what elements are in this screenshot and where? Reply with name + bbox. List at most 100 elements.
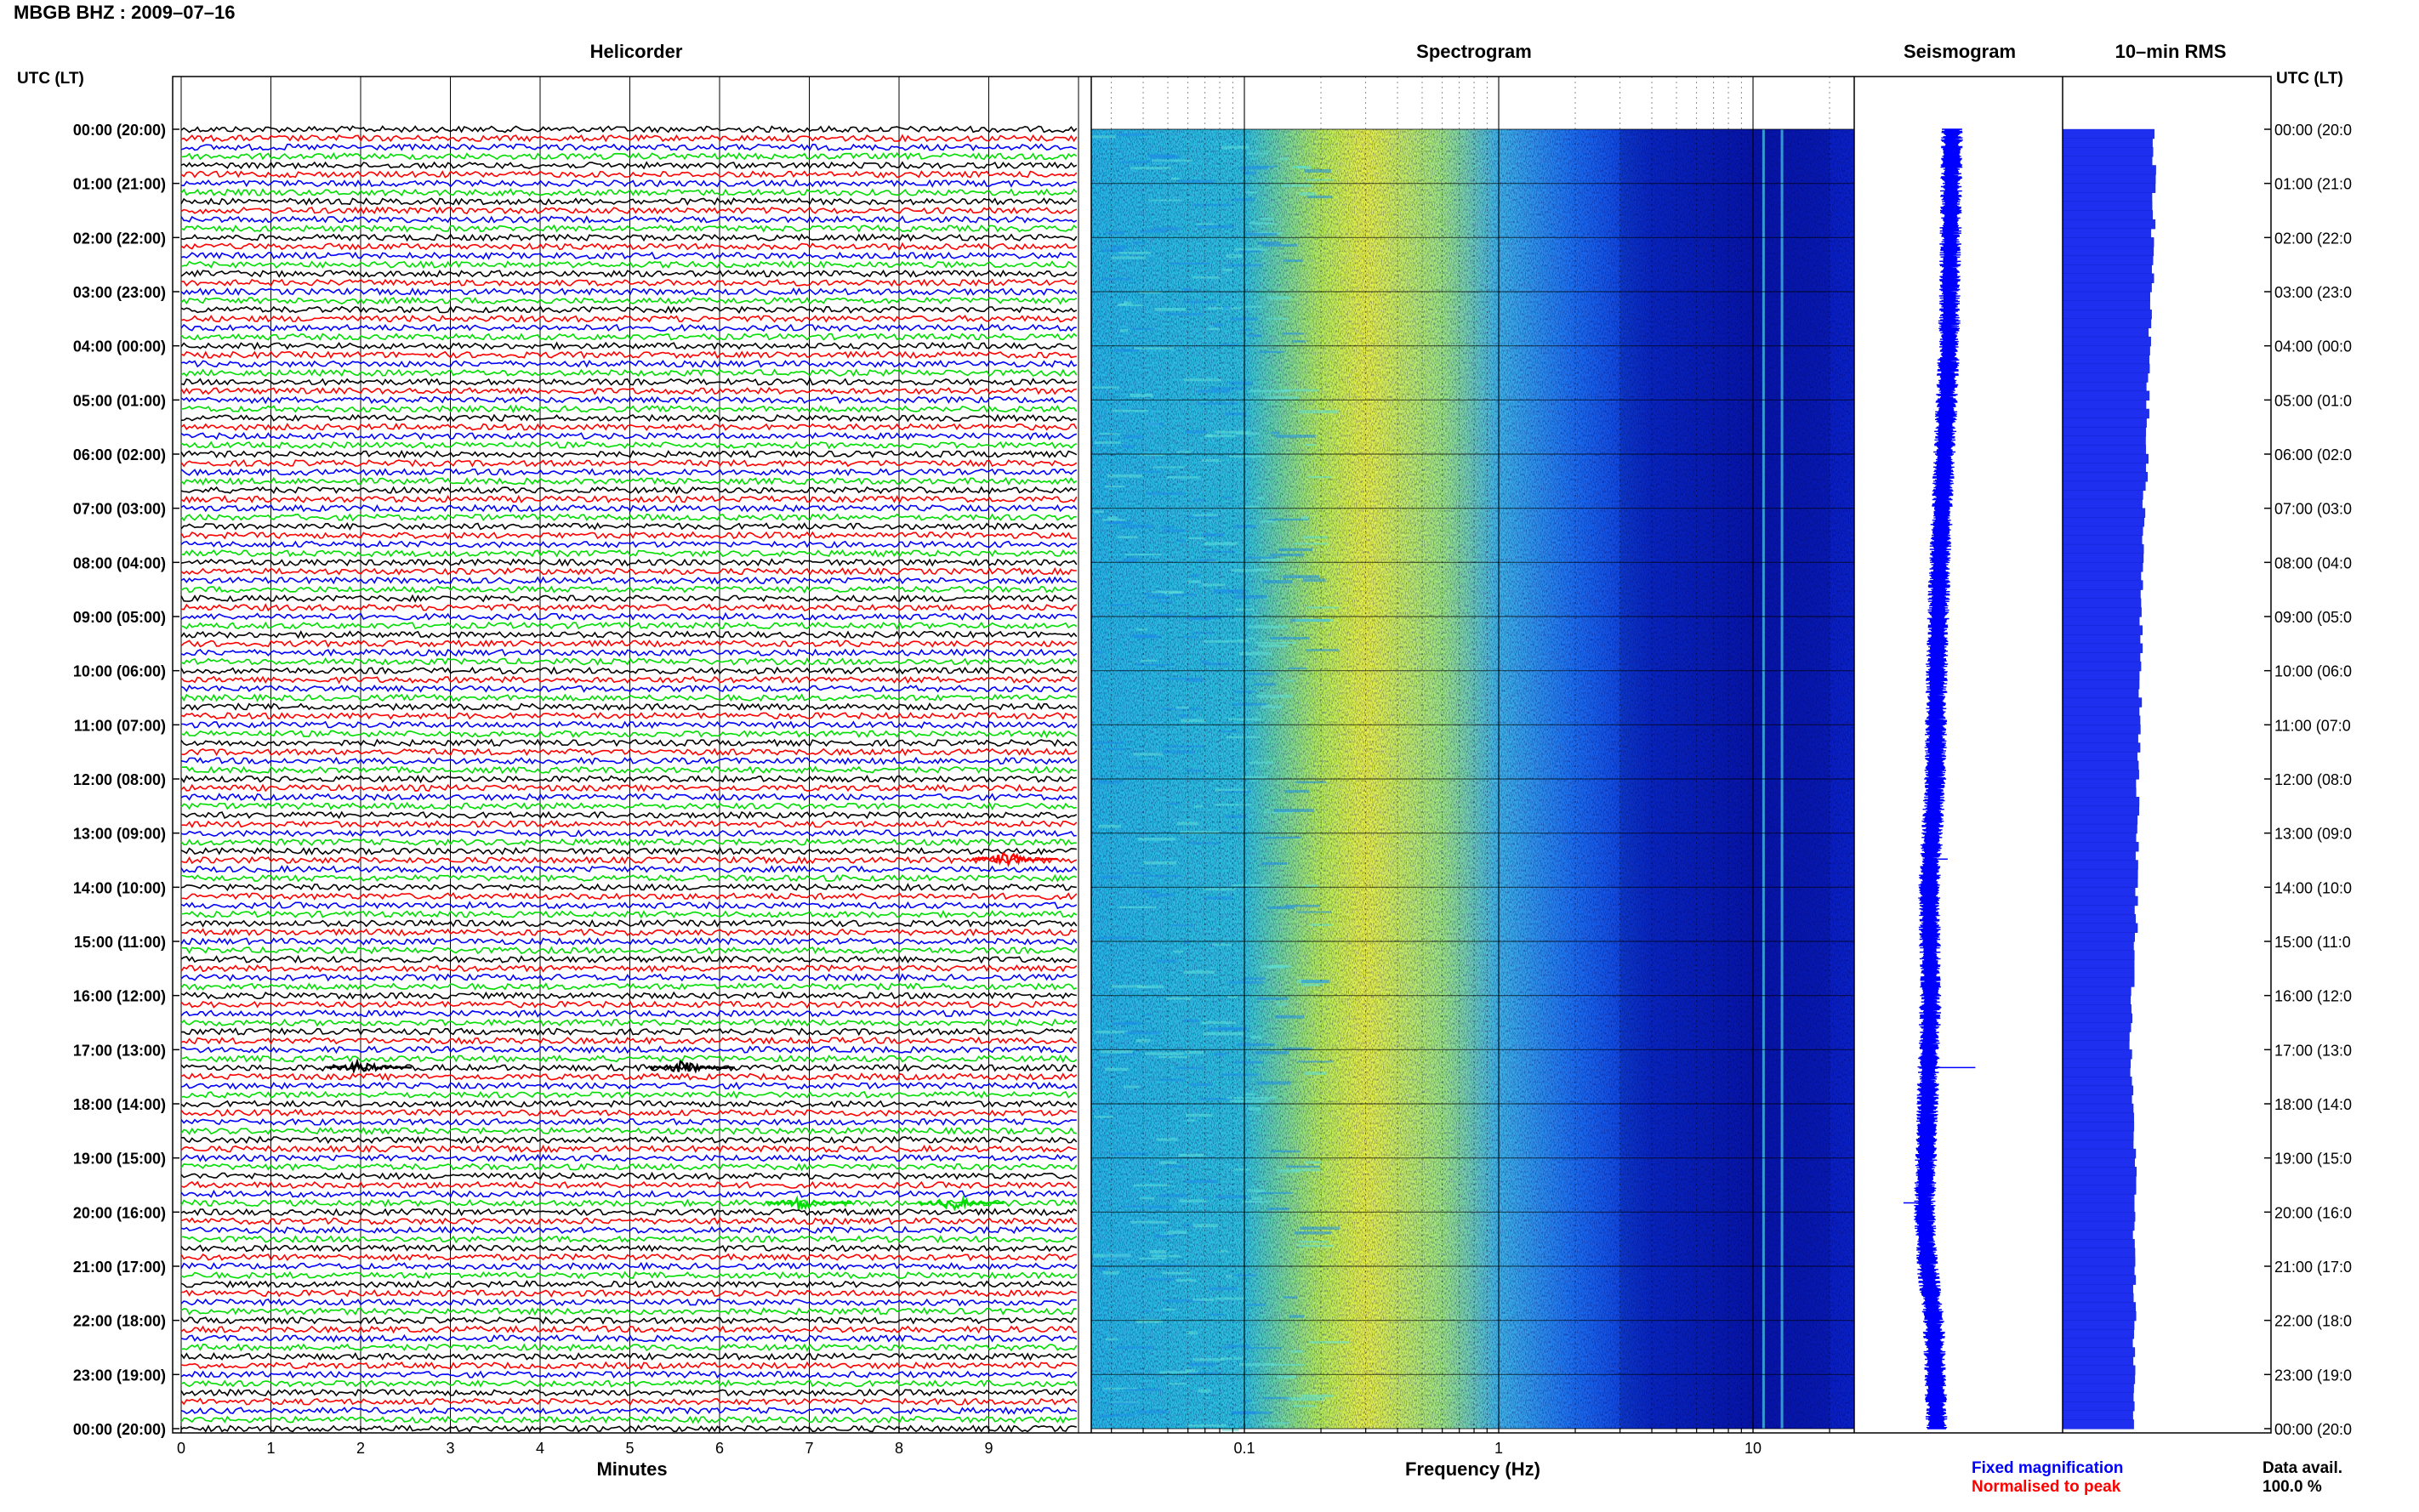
rms-bar bbox=[2062, 219, 2156, 230]
spectrogram-streak bbox=[1213, 323, 1223, 327]
rms-bar bbox=[2062, 336, 2151, 347]
helicorder-trace bbox=[180, 793, 1078, 802]
spectrogram-streak bbox=[1293, 543, 1328, 545]
rms-bar bbox=[2062, 381, 2147, 392]
spectrogram-streak bbox=[1096, 780, 1123, 784]
spectrogram-streak bbox=[1215, 1195, 1248, 1199]
spectrogram-streak bbox=[1147, 154, 1176, 156]
spectrogram-streak bbox=[1267, 906, 1295, 910]
rms-bar bbox=[2062, 173, 2156, 185]
rms-bar bbox=[2062, 742, 2141, 753]
helicorder-event bbox=[972, 851, 1058, 868]
rms-bar bbox=[2062, 498, 2143, 509]
spectrogram-streak bbox=[1289, 1315, 1305, 1318]
spectrogram-streak bbox=[1222, 306, 1231, 310]
helicorder-trace bbox=[180, 251, 1077, 260]
spectrogram-streak bbox=[1269, 553, 1304, 557]
spectrogram-streak bbox=[1198, 1389, 1211, 1393]
spectrogram-streak bbox=[1118, 252, 1152, 254]
rms-bar bbox=[2062, 472, 2149, 482]
spectrogram-streak bbox=[1243, 305, 1263, 308]
rms-bar bbox=[2062, 1122, 2135, 1132]
spectrogram-streak bbox=[1193, 1224, 1218, 1228]
helicorder-trace bbox=[180, 1126, 1077, 1135]
helicorder-trace bbox=[180, 1406, 1078, 1415]
rms-bar bbox=[2062, 408, 2149, 419]
spectrogram-streak bbox=[1304, 169, 1332, 173]
spectrogram-streak bbox=[1220, 1346, 1236, 1349]
left-axis-tick-label: 05:00 (01:00) bbox=[73, 392, 166, 409]
spectrogram-streak bbox=[1220, 1357, 1244, 1360]
helicorder-trace bbox=[180, 333, 1078, 341]
spectrogram-streak bbox=[1228, 981, 1264, 984]
helicorder-trace bbox=[180, 783, 1077, 793]
spectrogram-streak bbox=[1141, 1310, 1151, 1313]
spectrogram-panel bbox=[1091, 77, 1854, 1433]
spectrogram-streak bbox=[1139, 1257, 1166, 1259]
rms-bar bbox=[2062, 878, 2138, 888]
rms-bar bbox=[2062, 733, 2138, 744]
right-axis-tick-label: 10:00 (06:0 bbox=[2274, 663, 2352, 680]
spectrogram-streak bbox=[1134, 347, 1175, 350]
spectrogram-streak bbox=[1212, 943, 1232, 946]
spectrogram-streak bbox=[1213, 590, 1245, 594]
spectrogram-x-tick-label: 0.1 bbox=[1234, 1440, 1255, 1457]
spectrogram-streak bbox=[1152, 590, 1182, 594]
spectrogram-streak bbox=[1308, 1340, 1350, 1344]
spectrogram-streak bbox=[1202, 1197, 1210, 1199]
helicorder-trace bbox=[181, 892, 1078, 901]
helicorder-trace bbox=[180, 1325, 1077, 1334]
spectrogram-streak bbox=[1209, 1287, 1238, 1291]
spectrogram-streak bbox=[1101, 277, 1132, 281]
spectrogram-streak bbox=[1158, 1055, 1190, 1059]
rms-bar bbox=[2062, 725, 2141, 735]
spectrogram-streak bbox=[1183, 378, 1222, 382]
spectrogram-streak bbox=[1191, 632, 1214, 634]
spectrogram-streak bbox=[1204, 662, 1230, 666]
rms-bar bbox=[2062, 445, 2147, 455]
rms-bar bbox=[2062, 435, 2146, 446]
spectrogram-streak bbox=[1091, 742, 1124, 745]
helicorder-trace bbox=[180, 151, 1078, 161]
spectrogram-streak bbox=[1234, 1060, 1264, 1064]
rms-bar bbox=[2062, 679, 2140, 690]
spectrogram-streak bbox=[1222, 790, 1251, 793]
spectrogram-streak bbox=[1093, 651, 1103, 654]
helicorder-trace bbox=[180, 928, 1078, 937]
helicorder-trace bbox=[180, 1316, 1078, 1325]
rms-bar bbox=[2062, 607, 2142, 617]
spectrogram-streak bbox=[1123, 1085, 1140, 1089]
spectrogram-streak bbox=[1175, 1279, 1197, 1282]
left-axis-tick-label: 16:00 (12:00) bbox=[73, 988, 166, 1005]
helicorder-trace bbox=[180, 305, 1078, 315]
helicorder-trace bbox=[180, 846, 1077, 856]
helicorder-trace bbox=[180, 1333, 1078, 1343]
helicorder-trace bbox=[180, 206, 1078, 215]
spectrogram-streak bbox=[1231, 1168, 1251, 1171]
spectrogram-streak bbox=[1143, 1014, 1152, 1016]
helicorder-trace bbox=[180, 1171, 1078, 1180]
spectrogram-streak bbox=[1169, 262, 1210, 265]
spectrogram-streak bbox=[1113, 349, 1140, 352]
spectrogram-streak bbox=[1306, 179, 1335, 181]
rms-bar bbox=[2062, 1392, 2134, 1402]
helicorder-trace bbox=[180, 287, 1078, 296]
spectrogram-streak bbox=[1107, 516, 1118, 520]
rms-bar bbox=[2062, 165, 2156, 175]
helicorder-trace bbox=[180, 909, 1078, 919]
helicorder-x-tick-label: 1 bbox=[266, 1440, 275, 1457]
spectrogram-streak bbox=[1301, 983, 1323, 986]
spectrogram-streak bbox=[1262, 580, 1293, 584]
spectrogram-streak bbox=[1110, 985, 1146, 988]
rms-bar bbox=[2062, 183, 2156, 193]
rms-bar bbox=[2062, 968, 2135, 979]
page-title: MBGB BHZ : 2009–07–16 bbox=[14, 2, 236, 23]
spectrogram-streak bbox=[1217, 1250, 1228, 1253]
spectrogram-streak bbox=[1197, 389, 1231, 393]
spectrogram-streak bbox=[1118, 906, 1157, 909]
left-axis-tick-label: 15:00 (11:00) bbox=[74, 934, 166, 951]
left-axis-tick-label: 04:00 (00:00) bbox=[73, 338, 166, 355]
helicorder-trace bbox=[180, 368, 1078, 378]
rms-bar bbox=[2062, 508, 2146, 518]
helicorder-trace bbox=[180, 296, 1078, 305]
